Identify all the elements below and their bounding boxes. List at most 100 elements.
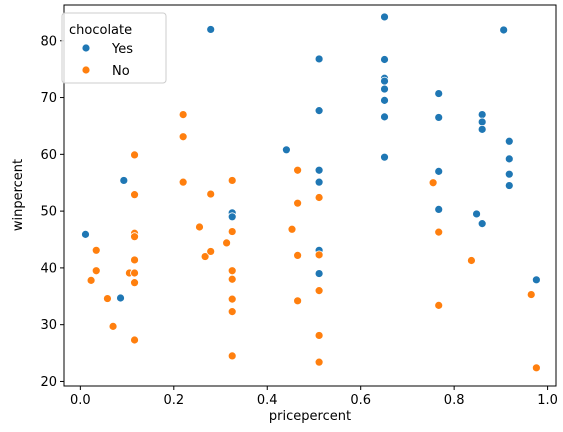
data-point-no-0 [86,275,96,285]
data-point-no-27 [227,307,237,317]
data-point-no-40 [434,227,444,237]
data-point-no-11 [130,268,139,278]
data-point-no-12 [130,278,139,288]
data-point-no-4 [108,321,118,331]
data-point-no-37 [314,331,324,340]
legend-label-no: No [112,64,130,79]
data-point-no-22 [227,176,237,185]
data-point-yes-16 [380,76,389,86]
data-point-no-25 [227,274,237,284]
y-tick-label: 40 [40,261,57,276]
data-point-no-23 [227,227,237,236]
data-point-no-35 [314,250,324,260]
data-point-yes-35 [531,275,541,285]
data-point-yes-8 [314,106,324,116]
data-point-no-6 [130,150,139,160]
x-tick-label: 0.8 [444,393,465,408]
data-point-no-16 [178,177,188,187]
data-point-yes-21 [434,89,444,98]
data-point-yes-2 [116,293,125,303]
data-point-no-15 [178,132,188,142]
data-point-yes-12 [314,269,324,278]
data-point-no-42 [467,256,476,265]
data-point-yes-30 [499,25,509,35]
data-point-yes-27 [477,117,487,127]
data-point-no-2 [91,266,101,276]
data-point-no-20 [206,247,216,256]
data-point-no-19 [206,189,216,199]
data-point-no-21 [222,238,232,248]
y-tick-label: 20 [40,375,57,390]
data-point-no-36 [314,286,324,296]
data-point-no-43 [526,290,536,299]
legend-label-yes: Yes [111,42,133,57]
data-point-no-3 [103,294,112,303]
legend-marker-yes [81,43,91,53]
data-point-yes-26 [477,110,487,119]
x-tick-label: 0.4 [257,393,278,408]
x-axis: 0.0 0.2 0.4 0.6 0.8 1.0 [70,386,558,408]
data-point-yes-18 [380,95,389,105]
y-tick-label: 30 [40,318,57,333]
x-tick-label: 1.0 [537,393,558,408]
x-tick-label: 0.0 [70,393,91,408]
y-axis-label: winpercent [11,159,26,231]
data-point-yes-33 [504,169,514,179]
data-point-yes-10 [314,177,324,187]
y-tick-label: 50 [40,205,57,220]
data-point-yes-6 [281,145,291,155]
data-point-no-44 [531,363,541,373]
x-tick-label: 0.2 [163,393,184,408]
data-point-no-31 [293,198,303,208]
data-point-yes-7 [314,54,324,64]
data-point-yes-31 [504,136,514,146]
data-point-no-14 [178,110,188,119]
data-point-no-41 [434,300,444,310]
data-point-yes-1 [119,176,129,185]
data-point-yes-9 [314,165,324,175]
data-point-no-26 [227,294,237,304]
data-point-yes-28 [477,124,487,134]
points-layer [81,12,541,373]
data-point-no-32 [293,250,303,260]
data-point-yes-25 [472,209,481,219]
data-point-no-13 [130,335,139,345]
data-point-no-7 [130,190,139,200]
data-point-no-29 [287,224,297,234]
plot-frame [63,4,557,387]
data-point-yes-23 [434,166,444,176]
data-point-no-33 [293,296,303,306]
y-tick-label: 70 [40,91,57,106]
legend-box [61,12,167,84]
data-point-no-24 [227,266,237,276]
data-point-no-18 [200,252,210,261]
x-axis-label: pricepercent [269,409,351,424]
data-point-no-28 [227,351,237,361]
data-point-yes-5 [227,212,237,222]
y-tick-label: 60 [40,148,57,163]
data-point-no-39 [428,178,438,188]
data-point-no-1 [91,245,101,255]
data-point-yes-13 [380,12,389,22]
legend-title: chocolate [69,23,132,38]
data-point-yes-17 [380,84,389,94]
data-point-yes-29 [477,219,487,229]
data-point-yes-19 [380,112,389,122]
data-point-yes-20 [380,152,389,162]
data-point-no-10 [130,255,139,265]
data-point-yes-0 [81,229,90,239]
legend-marker-no [81,65,91,75]
data-point-no-17 [195,222,204,232]
legend: chocolate Yes No [61,12,167,84]
data-point-yes-32 [504,154,514,164]
data-point-yes-22 [434,113,444,122]
x-tick-label: 0.6 [350,393,371,408]
data-point-no-9 [130,232,139,242]
data-point-yes-34 [504,181,514,190]
data-point-yes-24 [434,205,444,214]
data-point-no-38 [314,357,324,367]
data-point-no-34 [314,193,324,202]
data-point-yes-3 [206,25,216,34]
y-tick-label: 80 [40,34,57,49]
